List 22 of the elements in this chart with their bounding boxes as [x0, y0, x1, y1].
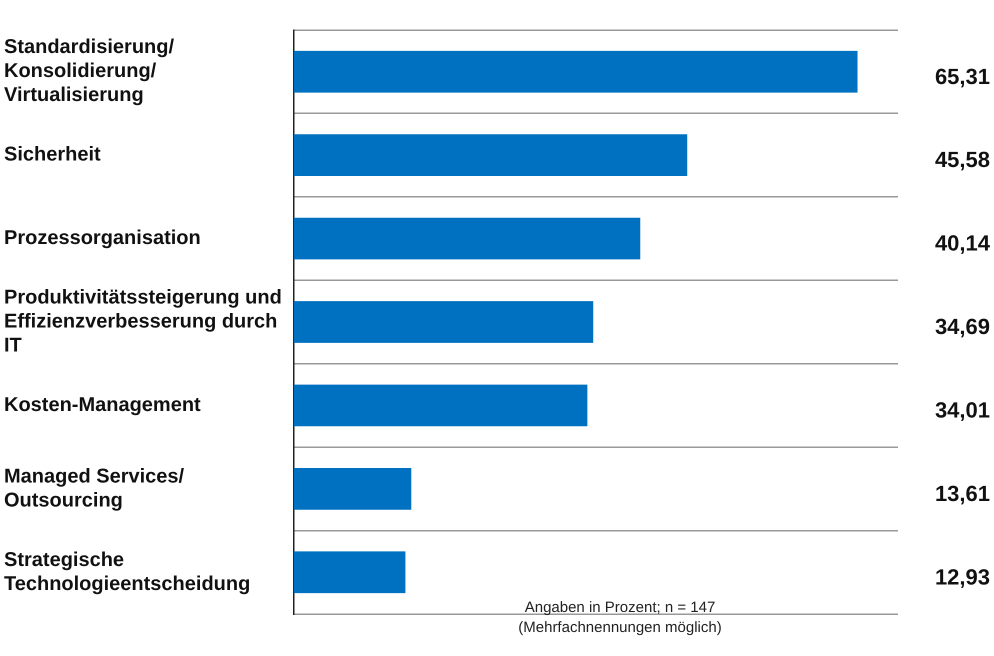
bar	[294, 134, 688, 176]
y-tick-label: Kosten-Management	[4, 394, 202, 416]
bar	[294, 468, 412, 510]
data-label: 45,58	[934, 147, 990, 172]
y-tick-label: Produktivitätssteigerung und Effizienzverbesserung durch IT	[4, 286, 282, 357]
y-tick-label: Standardisierung/ Konsolidierung/ Virtualisierung	[4, 36, 174, 106]
data-label: 40,14	[934, 230, 991, 256]
data-label: 65,31	[934, 64, 990, 89]
data-label: 34,01	[934, 397, 990, 422]
bar	[294, 551, 406, 594]
y-tick-label: Sicherheit	[4, 144, 102, 166]
data-label: 12,93	[934, 564, 990, 590]
y-tick-label: Strategische Technologieentscheidung	[4, 548, 250, 595]
data-label: 34,69	[934, 314, 990, 340]
annotation: Angaben in Prozent; n = 147 (Mehrfachnennungen möglich)	[517, 598, 723, 638]
y-tick-label: Prozessorganisation	[4, 227, 201, 250]
bar	[294, 50, 858, 93]
y-tick-label: Managed Services/ Outsourcing	[4, 465, 185, 512]
bar	[294, 301, 594, 343]
bar	[294, 384, 588, 426]
data-label: 13,61	[934, 480, 990, 506]
bar	[294, 218, 640, 260]
